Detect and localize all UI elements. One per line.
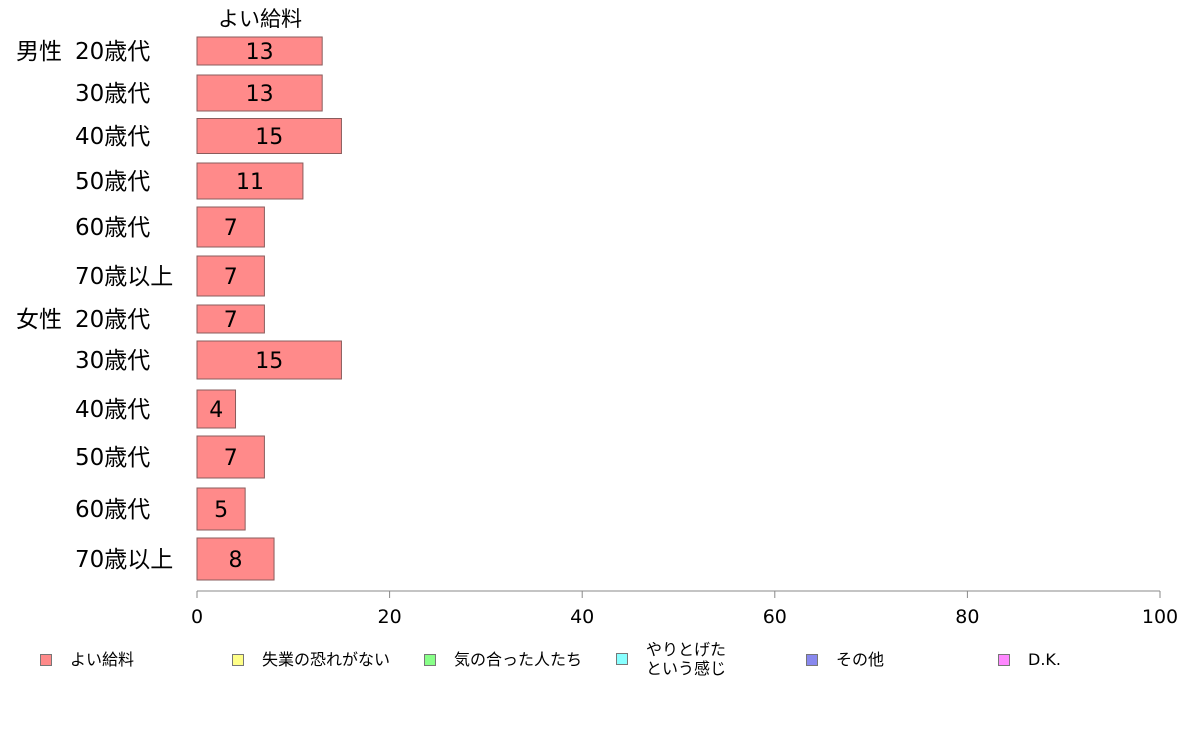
x-tick-label: 60 [763,606,787,628]
legend-item: よい給料 [40,650,134,669]
x-tick-label: 40 [570,606,594,628]
bar [196,435,265,479]
row-label: 60歳代 [75,215,150,241]
row-label: 40歳代 [75,124,150,150]
data-label: 7 [224,446,238,471]
legend-swatch [616,653,628,665]
legend-label: その他 [836,650,885,669]
legend-swatch [424,653,436,666]
row-label: 30歳代 [75,348,150,374]
legend-label: 気の合った人たち [454,650,583,669]
data-label: 5 [214,498,228,523]
legend: よい給料 失業の恐れがない 気の合った人たち やりとげた という感じ その他 D.K. [0,640,1188,690]
legend-swatch [806,653,818,666]
data-label: 8 [229,548,243,573]
row-label: 70歳以上 [75,264,173,290]
row-label: 20歳代 [75,307,150,333]
x-tick-label: 80 [955,606,979,628]
bar [196,206,265,248]
legend-swatch [998,653,1010,666]
legend-item: 気の合った人たち [424,650,582,669]
group-label: 女性 [16,307,62,333]
legend-label: 失業の恐れがない [262,650,391,669]
legend-swatch [232,653,244,666]
bar [196,304,265,334]
legend-label: やりとげた という感じ [646,640,727,678]
data-label: 7 [224,265,238,290]
row-label: 50歳代 [75,445,150,471]
legend-item: D.K. [998,650,1061,669]
row-label: 60歳代 [75,497,150,523]
bar [196,36,323,66]
row-label: 30歳代 [75,81,150,107]
bar [196,162,304,200]
column-header: よい給料 [218,7,302,31]
x-tick-label: 20 [378,606,402,628]
data-label: 7 [224,216,238,241]
row-label: 70歳以上 [75,547,173,573]
bar [196,537,275,581]
row-label: 50歳代 [75,169,150,195]
bar [196,255,265,297]
x-tick-label: 0 [191,606,203,628]
group-label: 男性 [16,39,62,65]
bar [196,118,342,154]
x-tick-label: 100 [1142,606,1178,628]
legend-item: やりとげた という感じ [616,640,726,678]
bar [196,340,342,380]
data-label: 13 [246,40,274,65]
legend-label: よい給料 [70,650,135,669]
legend-swatch [40,653,52,666]
data-label: 7 [224,308,238,333]
bar [196,487,246,531]
legend-item: その他 [806,650,884,669]
legend-label: D.K. [1028,650,1061,669]
bar [196,74,323,112]
data-label: 15 [255,349,283,374]
data-label: 11 [236,170,264,195]
data-label: 13 [246,82,274,107]
data-label: 4 [209,398,223,423]
bar [196,389,237,429]
row-label: 20歳代 [75,39,150,65]
row-label: 40歳代 [75,397,150,423]
legend-item: 失業の恐れがない [232,650,390,669]
data-label: 15 [255,125,283,150]
